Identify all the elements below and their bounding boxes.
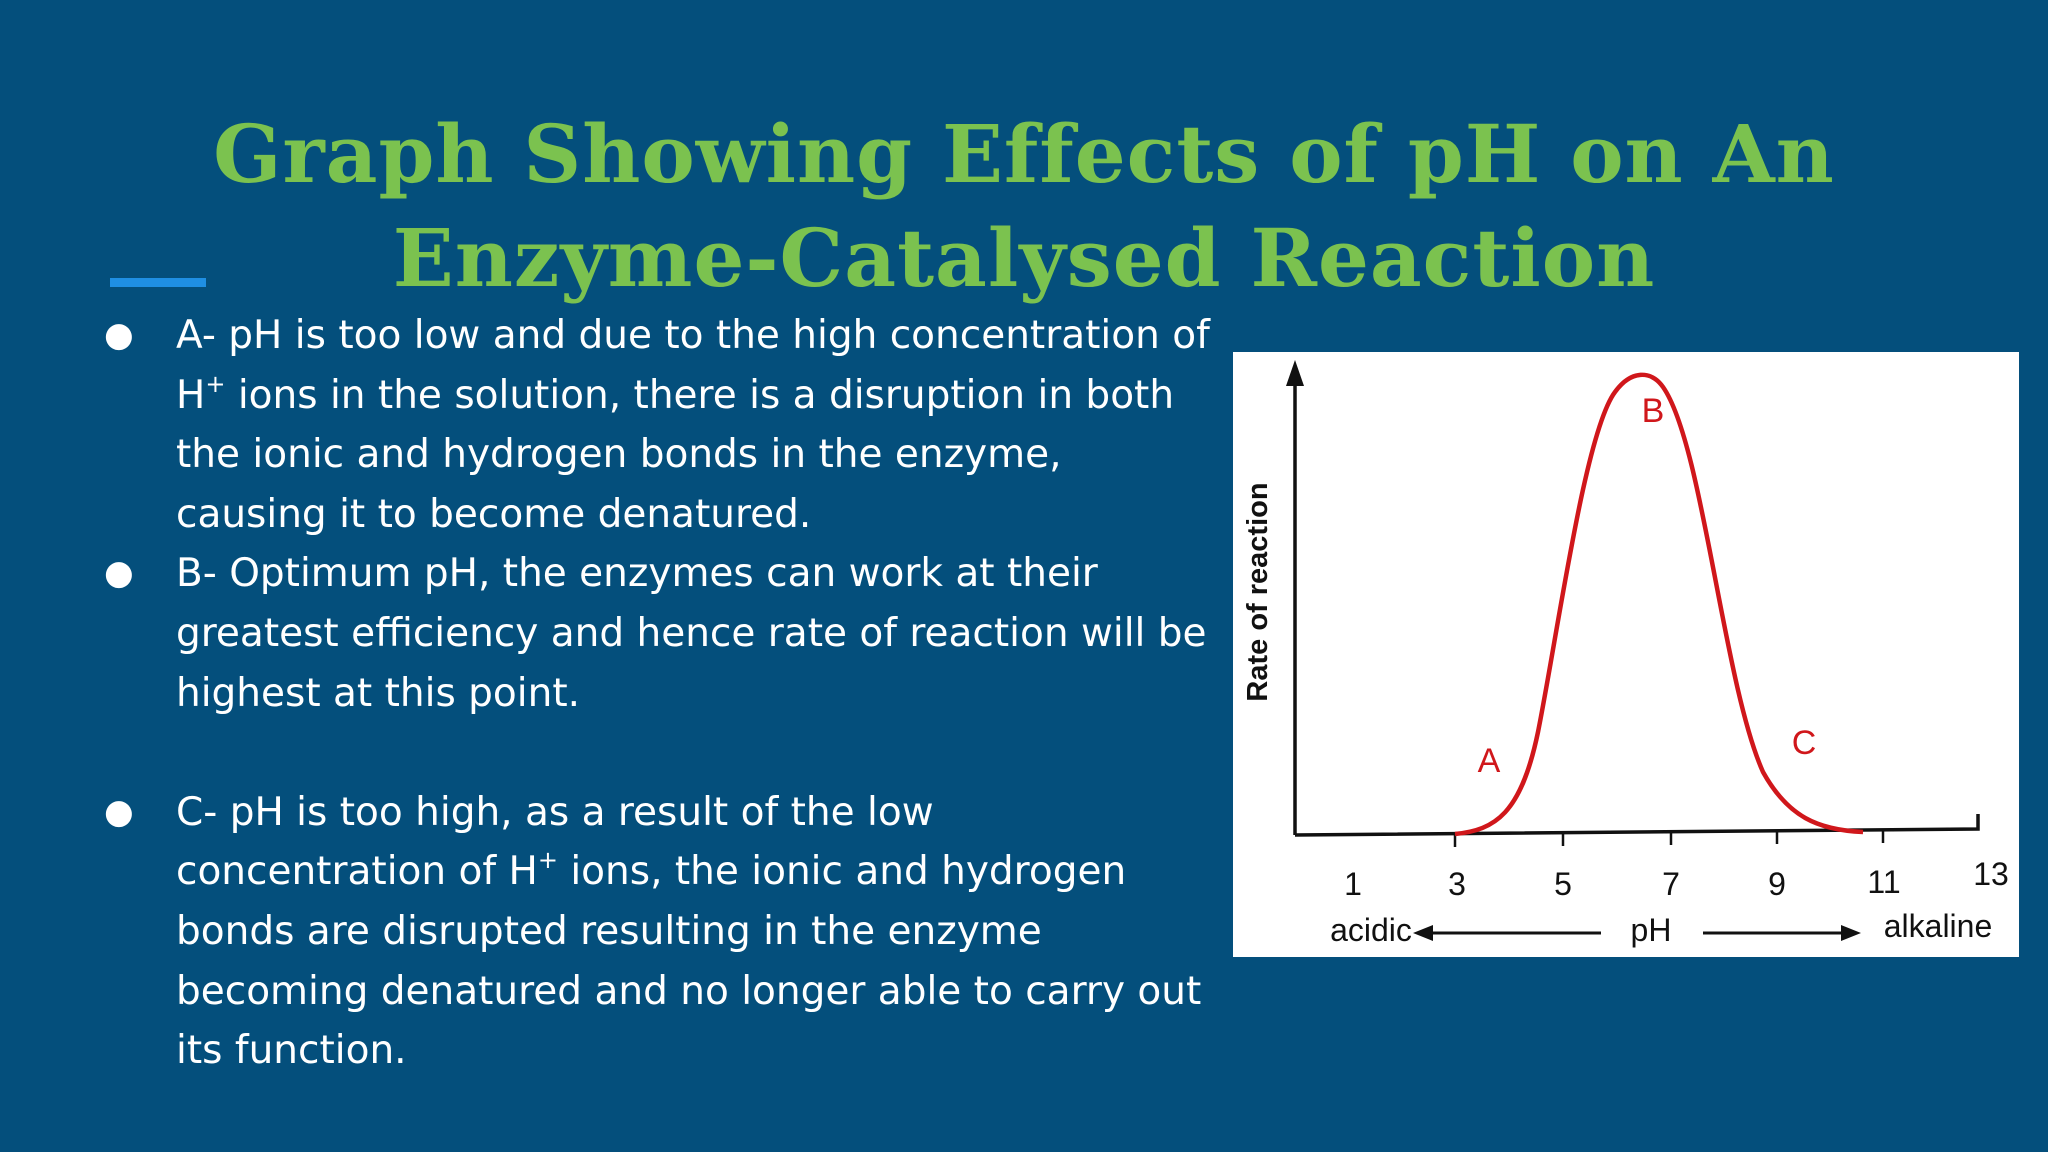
bullet-a-superscript: + xyxy=(205,369,226,398)
bullet-dot: ● xyxy=(104,315,134,355)
title-line-1: Graph Showing Effects of pH on An xyxy=(213,106,1835,201)
bullet-item-b: ● B- Optimum pH, the enzymes can work at … xyxy=(100,544,1210,723)
bullet-c-superscript: + xyxy=(537,846,558,875)
bullet-dot: ● xyxy=(104,553,134,594)
tick-label: 13 xyxy=(1973,856,2009,892)
ph-graph: A B C Rate of reaction 1 3 5 7 9 11 13 a… xyxy=(1242,360,2009,948)
tick-label: 1 xyxy=(1344,866,1362,902)
title-line-2: Enzyme-Catalysed Reaction xyxy=(392,210,1656,305)
tick-label: 5 xyxy=(1554,866,1572,902)
x-axis-line xyxy=(1294,814,1980,837)
tick-label: 7 xyxy=(1662,866,1680,902)
alkaline-label: alkaline xyxy=(1884,908,1993,944)
tick-label: 3 xyxy=(1448,866,1466,902)
tick-label: 11 xyxy=(1867,864,1900,900)
tick-label: 9 xyxy=(1768,866,1786,902)
point-label-a: A xyxy=(1478,742,1501,780)
acidic-label: acidic xyxy=(1330,912,1412,948)
x-axis-label: pH xyxy=(1631,912,1672,948)
x-tick-labels: 1 3 5 7 9 11 13 xyxy=(1344,856,2009,902)
bullet-list: ● A- pH is too low and due to the high co… xyxy=(100,306,1210,1081)
bullet-c-text: C- pH is too high, as a result of the lo… xyxy=(176,789,934,895)
point-label-c: C xyxy=(1792,724,1817,762)
point-label-b: B xyxy=(1642,392,1665,430)
y-axis-label: Rate of reaction xyxy=(1242,482,1274,701)
bullet-dot: ● xyxy=(104,791,134,832)
bullet-c-text-end: ions, the ionic and hydrogen bonds are d… xyxy=(176,849,1202,1074)
title-accent-line xyxy=(110,278,206,287)
ph-graph-figure: A B C Rate of reaction 1 3 5 7 9 11 13 a… xyxy=(1233,352,2019,957)
slide-title: Graph Showing Effects of pH on An Enzyme… xyxy=(200,102,1848,310)
alkaline-arrowhead xyxy=(1841,925,1861,941)
bullet-item-c: ● C- pH is too high, as a result of the l… xyxy=(100,783,1210,1081)
bullet-item-a: ● A- pH is too low and due to the high co… xyxy=(100,306,1210,544)
bullet-a-text: A- pH is too low and due to the high con… xyxy=(176,313,1210,418)
y-axis-arrowhead xyxy=(1286,360,1304,386)
bullet-a-text-end: ions in the solution, there is a disrupt… xyxy=(176,372,1175,537)
acidic-arrowhead xyxy=(1413,925,1433,941)
rate-curve xyxy=(1454,372,1864,837)
x-axis-ticks xyxy=(1453,830,1885,847)
bullet-b-text: B- Optimum pH, the enzymes can work at t… xyxy=(176,551,1207,716)
